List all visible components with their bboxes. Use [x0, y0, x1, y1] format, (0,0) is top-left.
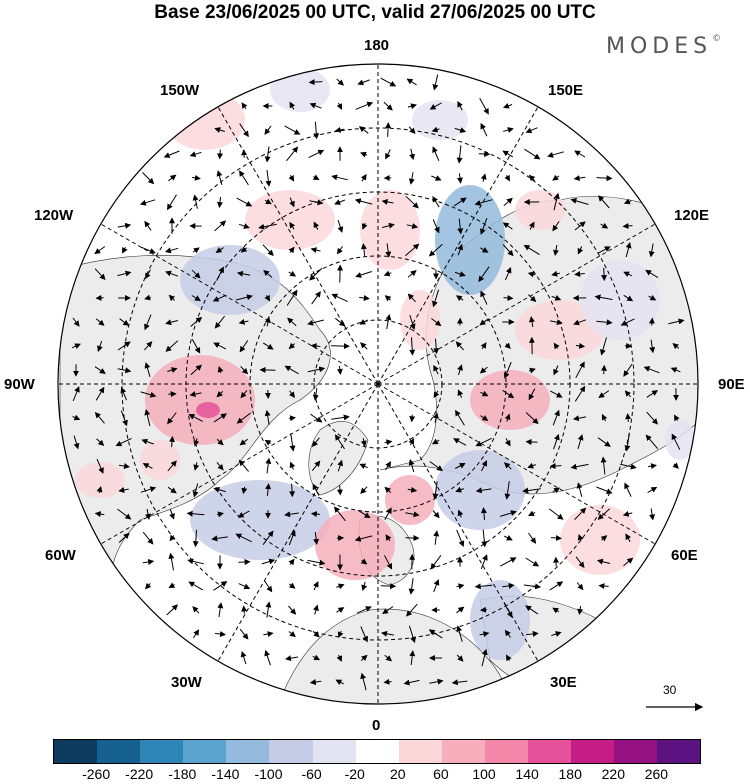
colorbar-swatch — [356, 740, 399, 763]
colorbar — [53, 739, 701, 764]
colorbar-tick-label: 100 — [472, 766, 495, 782]
colorbar-swatch — [657, 740, 700, 763]
colorbar-tick-label: -260 — [82, 766, 110, 782]
colorbar-tick-label: 140 — [515, 766, 538, 782]
colorbar-swatch — [226, 740, 269, 763]
colorbar-tick-label: 260 — [645, 766, 668, 782]
anomaly-region — [470, 370, 550, 430]
lon-label-0: 0 — [372, 717, 380, 734]
wind-vector — [652, 319, 653, 326]
lon-label-60w: 60W — [45, 547, 76, 564]
colorbar-tick-label: 180 — [559, 766, 582, 782]
colorbar-swatch — [54, 740, 97, 763]
lon-label-120w: 120W — [34, 207, 73, 224]
anomaly-region — [435, 185, 505, 295]
lon-label-60e: 60E — [671, 547, 698, 564]
anomaly-region — [270, 68, 330, 112]
lon-label-90e: 90E — [718, 376, 745, 393]
colorbar-tick-label: -100 — [254, 766, 282, 782]
anomaly-region — [140, 440, 180, 480]
anomaly-region — [145, 355, 255, 445]
colorbar-tick-label: 220 — [602, 766, 625, 782]
anomaly-region — [245, 190, 335, 250]
colorbar-tick-label: -20 — [345, 766, 365, 782]
colorbar-tick-label: -220 — [125, 766, 153, 782]
wind-vector — [604, 366, 605, 374]
anomaly-region — [196, 402, 220, 418]
anomaly-region — [470, 580, 530, 660]
anomaly-region — [75, 462, 125, 498]
colorbar-tick-label: 60 — [433, 766, 449, 782]
wind-vector — [604, 268, 605, 280]
lon-label-180: 180 — [364, 37, 389, 54]
anomaly-region — [385, 475, 435, 525]
lon-label-30w: 30W — [171, 674, 202, 691]
colorbar-tick-label: 20 — [390, 766, 406, 782]
colorbar-swatch — [183, 740, 226, 763]
colorbar-swatch — [399, 740, 442, 763]
wind-vector — [481, 610, 487, 611]
lon-label-30e: 30E — [550, 674, 577, 691]
wind-vector — [412, 415, 413, 422]
colorbar-swatch — [528, 740, 571, 763]
colorbar-swatch — [485, 740, 528, 763]
wind-vector — [238, 562, 249, 563]
anomaly-region — [560, 505, 640, 575]
colorbar-swatch — [269, 740, 312, 763]
colorbar-ticks: -260 -220 -180 -140 -100 -60 -20 20 60 100 140 180 2… — [0, 766, 750, 784]
vector-reference-arrow — [640, 683, 710, 713]
wind-vector — [381, 586, 395, 587]
anomaly-region — [180, 245, 280, 315]
colorbar-tick-label: -140 — [211, 766, 239, 782]
colorbar-tick-label: -60 — [301, 766, 321, 782]
colorbar-swatch — [571, 740, 614, 763]
colorbar-swatch — [614, 740, 657, 763]
colorbar-swatch — [442, 740, 485, 763]
colorbar-swatch — [313, 740, 356, 763]
colorbar-tick-label: -180 — [168, 766, 196, 782]
lon-label-120e: 120E — [674, 207, 709, 224]
colorbar-swatch — [140, 740, 183, 763]
wind-vector — [527, 442, 538, 443]
lon-label-150e: 150E — [548, 82, 583, 99]
colorbar-swatch — [97, 740, 140, 763]
lon-label-90w: 90W — [4, 376, 35, 393]
wind-vector — [625, 346, 631, 347]
anomaly-region — [435, 450, 525, 530]
lon-label-150w: 150W — [160, 82, 199, 99]
